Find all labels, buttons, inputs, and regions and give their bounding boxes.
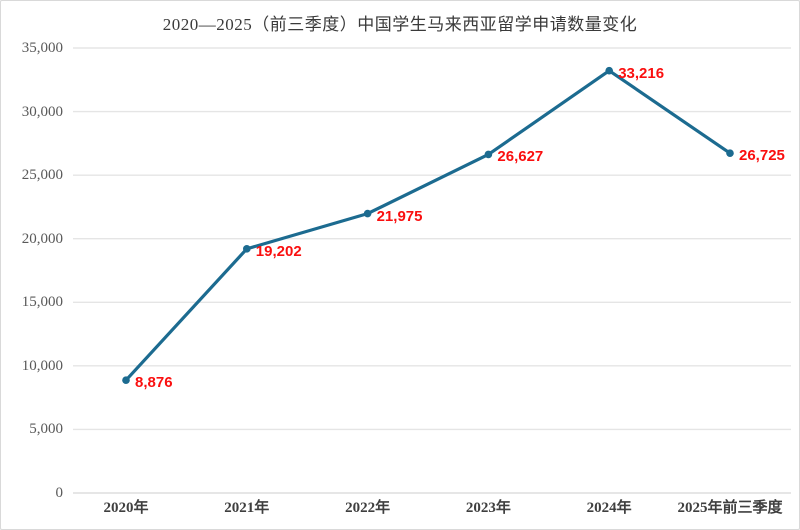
y-axis-tick-label: 35,000 — [21, 40, 63, 56]
data-point-marker — [122, 376, 130, 384]
x-axis-tick-label: 2020年 — [103, 500, 149, 516]
chart-title: 2020—2025（前三季度）中国学生马来西亚留学申请数量变化 — [162, 15, 638, 34]
data-point-marker — [484, 150, 493, 159]
data-point-label: 33,216 — [618, 64, 665, 82]
data-point-marker — [363, 209, 372, 218]
data-point-label: 26,627 — [497, 148, 544, 166]
data-point-marker — [605, 66, 613, 75]
y-axis-tick-label: 20,000 — [21, 230, 63, 247]
y-axis-tick-label: 25,000 — [21, 167, 63, 184]
x-axis-tick-label: 2021年 — [224, 500, 270, 516]
y-axis-tick-label: 30,000 — [21, 103, 63, 120]
y-axis-tick-label: 5,000 — [29, 421, 63, 438]
x-axis-tick-label: 2025年前三季度 — [677, 500, 783, 516]
x-axis-tick-label: 2024年 — [586, 500, 632, 516]
data-point-marker — [726, 149, 734, 158]
x-axis-tick-label: 2023年 — [465, 500, 511, 516]
y-axis-tick-label: 0 — [55, 485, 64, 501]
data-point-label: 26,725 — [739, 147, 785, 165]
data-series-line — [124, 69, 732, 382]
data-point-marker — [243, 245, 251, 253]
data-point-label: 21,975 — [376, 207, 423, 225]
y-axis-tick-label: 15,000 — [21, 294, 63, 311]
x-axis-tick-label: 2022年 — [345, 500, 391, 516]
y-axis-tick-label: 10,000 — [21, 357, 63, 374]
data-point-label: 8,876 — [135, 374, 173, 392]
data-point-label: 19,202 — [255, 242, 302, 260]
